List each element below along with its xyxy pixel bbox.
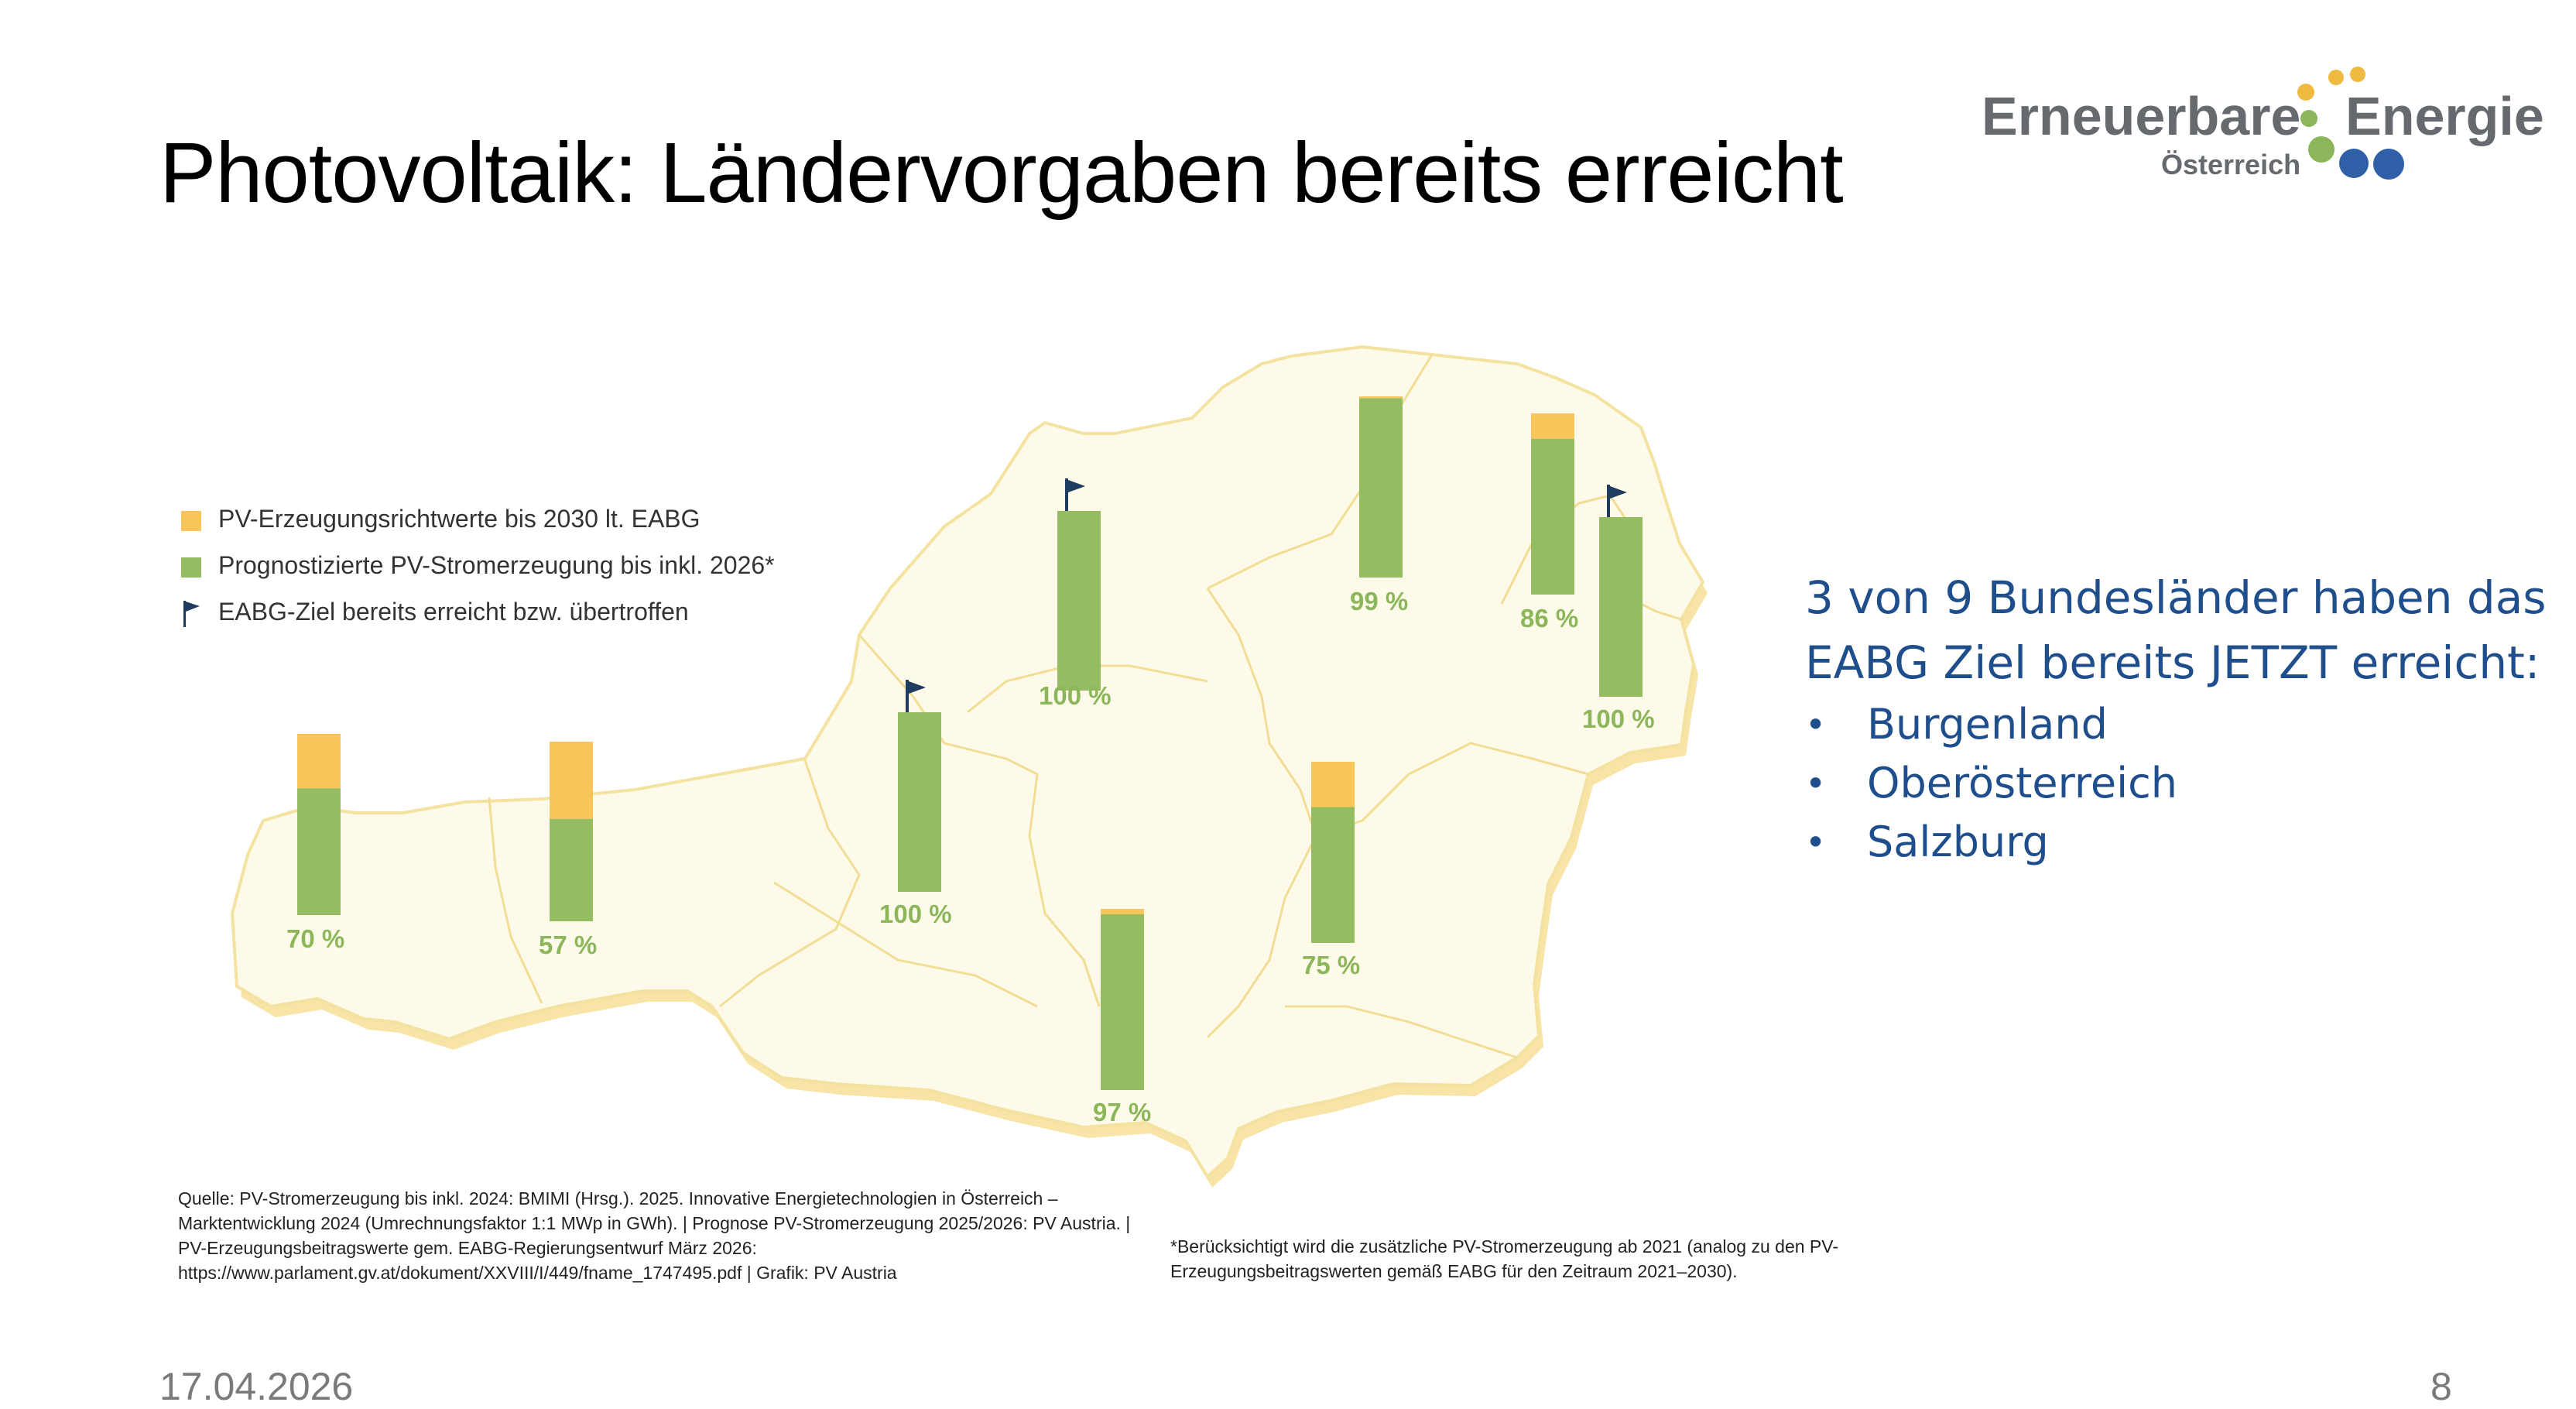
list-item: Burgenland	[1805, 695, 2546, 754]
logo: Erneuerbare Energie Österreich	[1982, 62, 2544, 194]
bar-forecast-7	[1359, 398, 1403, 578]
percent-label: 86 %	[1520, 604, 1579, 633]
footer-date: 17.04.2026	[159, 1365, 354, 1408]
page-number: 8	[2430, 1365, 2452, 1408]
state-list: Burgenland Oberösterreich Salzburg	[1805, 695, 2546, 872]
bar-forecast-8	[1531, 438, 1574, 595]
percent-label: 75 %	[1302, 951, 1361, 979]
austria-map	[230, 345, 1708, 1188]
logo-dot-icon	[2308, 136, 2334, 163]
flag-icon	[906, 680, 926, 712]
percent-label: 57 %	[539, 931, 598, 959]
percent-label: 100 %	[1039, 681, 1112, 710]
legend-label: EABG-Ziel bereits erreicht bzw. übertrof…	[218, 598, 689, 626]
logo-dot-icon	[2339, 149, 2369, 178]
summary-line-2: EABG Ziel bereits JETZT erreicht:	[1805, 636, 2540, 689]
bar-target-5	[1101, 909, 1144, 915]
logo-dot-icon	[2297, 84, 2314, 101]
bars-layer	[297, 396, 1643, 1090]
legend-swatch-green	[181, 557, 201, 578]
map-outline	[230, 345, 1705, 1180]
bar-target-2	[550, 742, 593, 819]
bar-forecast-4	[1057, 511, 1101, 691]
logo-dot-icon	[2328, 70, 2344, 85]
bar-target-1	[297, 734, 341, 789]
percent-label: 100 %	[1582, 704, 1655, 733]
percent-label: 99 %	[1350, 587, 1409, 615]
logo-word-erneuerbare: Erneuerbare	[1982, 86, 2301, 146]
bar-forecast-2	[550, 818, 593, 921]
flag-icon	[1065, 478, 1085, 511]
percent-label: 97 %	[1093, 1098, 1152, 1126]
bar-target-8	[1531, 413, 1574, 439]
bar-forecast-6	[1311, 807, 1355, 943]
legend-label: PV-Erzeugungsrichtwerte bis 2030 lt. EAB…	[218, 505, 701, 533]
flag-icon	[1607, 485, 1627, 517]
source-note: Quelle: PV-Stromerzeugung bis inkl. 2024…	[178, 1188, 1131, 1283]
logo-subtitle: Österreich	[2161, 149, 2301, 180]
bar-target-7	[1359, 396, 1403, 399]
flag-icon	[183, 601, 200, 627]
logo-dot-icon	[2300, 110, 2317, 127]
percent-label: 100 %	[879, 900, 952, 928]
percent-label: 70 %	[286, 924, 345, 953]
summary-text: 3 von 9 Bundesländer haben das EABG Ziel…	[1805, 565, 2546, 872]
logo-dot-icon	[2350, 67, 2365, 82]
legend-label: Prognostizierte PV-Stromerzeugung bis in…	[218, 551, 775, 579]
list-item: Oberösterreich	[1805, 754, 2546, 813]
bar-forecast-3	[898, 712, 941, 892]
legend-swatch-yellow	[181, 511, 201, 531]
footnote: *Berücksichtigt wird die zusätzliche PV-…	[1170, 1236, 1838, 1281]
bar-forecast-1	[297, 788, 341, 915]
logo-dot-icon	[2373, 149, 2404, 180]
bar-forecast-5	[1101, 914, 1144, 1090]
bar-forecast-9	[1599, 517, 1643, 697]
page-title: Photovoltaik: Ländervorgaben bereits err…	[159, 125, 1844, 221]
summary-line-1: 3 von 9 Bundesländer haben das	[1805, 571, 2547, 624]
list-item: Salzburg	[1805, 813, 2546, 872]
logo-word-energie: Energie	[2345, 86, 2544, 146]
bar-target-6	[1311, 762, 1355, 807]
